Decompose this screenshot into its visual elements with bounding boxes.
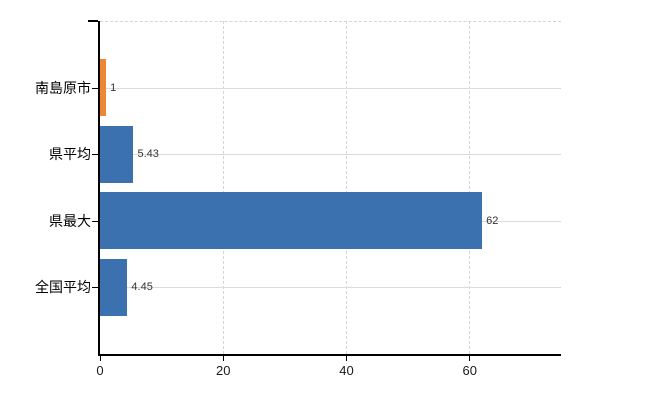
vertical-gridline	[346, 21, 348, 354]
row-gridline	[100, 287, 561, 289]
bar	[100, 125, 134, 183]
bar	[100, 192, 483, 250]
bar-value-label: 5.43	[137, 148, 159, 161]
y-tick-mark	[92, 287, 98, 289]
y-tick-mark	[92, 87, 98, 89]
bar-value-label: 4.45	[131, 281, 153, 294]
y-tick-mark	[92, 220, 98, 222]
x-tick-label: 40	[339, 363, 354, 378]
vertical-gridline	[469, 21, 471, 354]
vertical-gridline	[222, 21, 224, 354]
y-tick-mark	[92, 154, 98, 156]
category-label: 県最大	[49, 212, 91, 229]
x-tick-mark	[346, 356, 348, 361]
x-tick-label: 0	[96, 363, 104, 378]
bar	[100, 258, 128, 316]
category-label: 県平均	[49, 146, 91, 163]
row-gridline	[100, 87, 561, 89]
bar-value-label: 1	[110, 81, 117, 94]
plot-top-border	[100, 21, 561, 22]
y-axis-top-tick	[88, 20, 98, 22]
x-tick-mark	[222, 356, 224, 361]
bar	[100, 59, 107, 117]
category-label: 南島原市	[35, 79, 91, 96]
x-tick-mark	[469, 356, 471, 361]
bar-value-label: 62	[486, 214, 499, 227]
x-axis-line	[98, 354, 561, 356]
x-tick-label: 20	[216, 363, 231, 378]
x-tick-label: 60	[462, 363, 478, 378]
x-tick-mark	[99, 356, 101, 361]
row-gridline	[100, 154, 561, 156]
category-label: 全国平均	[35, 279, 91, 296]
y-axis-line	[98, 21, 100, 356]
